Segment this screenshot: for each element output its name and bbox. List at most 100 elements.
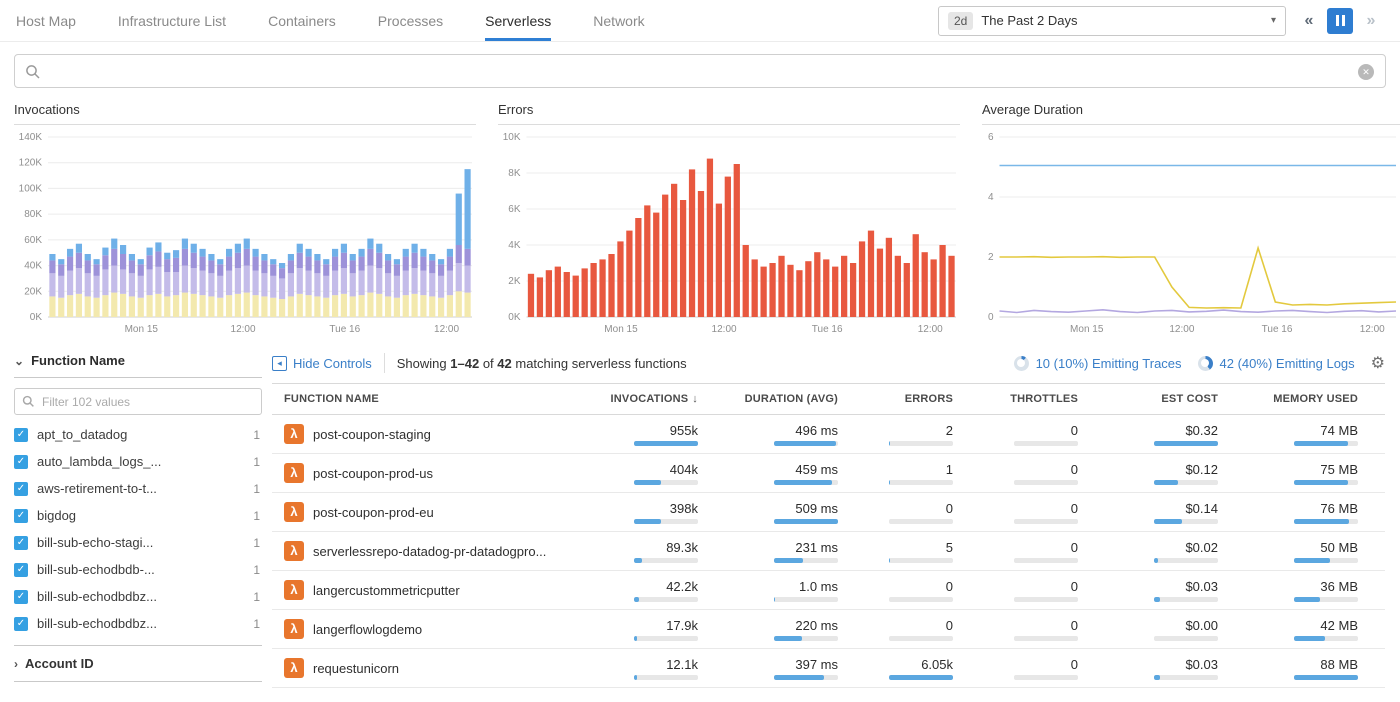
function-name-text: langercustommetricputter xyxy=(313,582,460,598)
facet-value-item[interactable]: ✓ apt_to_datadog 1 xyxy=(14,421,262,448)
facet-value-label: bill-sub-echodbdbz... xyxy=(37,589,157,604)
memory-cell: 88 MB xyxy=(1232,657,1372,680)
column-header[interactable]: DURATION (AVG) xyxy=(744,393,838,405)
time-range-badge: 2d xyxy=(948,11,974,30)
function-name-cell[interactable]: λ serverlessrepo-datadog-pr-datadogpro... xyxy=(272,541,572,561)
controls-right: 10 (10%) Emitting Traces 42 (40%) Emitti… xyxy=(1013,353,1385,373)
facet-value-item[interactable]: ✓ bill-sub-echodbdbz... 1 xyxy=(14,610,262,637)
emitting-logs-link[interactable]: 42 (40%) Emitting Logs xyxy=(1197,355,1355,371)
checkbox-checked-icon[interactable]: ✓ xyxy=(14,589,28,604)
errors-chart-plot[interactable]: 0K 2K 4K 6K 8K 10K Mon 15 12:00 Tue 16 12:00 xyxy=(498,125,960,337)
tab-network[interactable]: Network xyxy=(593,12,645,29)
function-name-cell[interactable]: λ post-coupon-prod-us xyxy=(272,463,572,483)
facet-title: Account ID xyxy=(25,656,94,671)
hide-controls-button[interactable]: ◂ Hide Controls xyxy=(272,355,372,371)
svg-text:12:00: 12:00 xyxy=(712,324,737,335)
invocations-chart-plot[interactable]: 0K 20K 40K 60K 80K 100K 120K 140K Mon 15 12:00 Tue… xyxy=(14,125,476,337)
throttles-cell: 0 xyxy=(967,579,1092,602)
invocations-value: 955k xyxy=(669,422,698,438)
throttles-value: 0 xyxy=(1070,500,1078,516)
clear-search-icon[interactable]: ✕ xyxy=(1358,64,1374,80)
errors-value: 1 xyxy=(945,461,953,477)
cost-cell: $0.12 xyxy=(1092,462,1232,485)
table-row[interactable]: λ requestunicorn 12.1k 397 ms 6.05k 0 $0.03 88 … xyxy=(272,649,1385,688)
search-input[interactable] xyxy=(51,63,1349,79)
function-name-cell[interactable]: λ langercustommetricputter xyxy=(272,580,572,600)
facet-value-item[interactable]: ✓ bill-sub-echodbdbz... 1 xyxy=(14,583,262,610)
svg-text:2K: 2K xyxy=(508,276,521,287)
column-header[interactable]: FUNCTION NAME xyxy=(284,393,379,405)
filter-input[interactable] xyxy=(14,388,262,415)
facet-value-item[interactable]: ✓ aws-retirement-to-t... 1 xyxy=(14,475,262,502)
forward-button[interactable]: » xyxy=(1358,8,1384,34)
duration-value: 397 ms xyxy=(795,656,838,672)
tab-infrastructure-list[interactable]: Infrastructure List xyxy=(117,12,227,29)
tab-processes[interactable]: Processes xyxy=(377,12,444,29)
errors-value: 0 xyxy=(945,500,953,516)
average-duration-chart-plot[interactable]: 0 2 4 6 Mon 15 12:00 Tue 16 12:00 xyxy=(982,125,1400,337)
column-header[interactable]: EST COST xyxy=(1161,393,1218,405)
duration-value: 459 ms xyxy=(795,461,838,477)
facet-filter xyxy=(14,388,262,415)
metric-bar xyxy=(889,518,953,524)
svg-text:6: 6 xyxy=(988,132,994,143)
table-row[interactable]: λ post-coupon-prod-eu 398k 509 ms 0 0 $0.14 76 … xyxy=(272,493,1385,532)
lambda-icon: λ xyxy=(284,541,304,561)
memory-cell: 74 MB xyxy=(1232,423,1372,446)
lambda-icon: λ xyxy=(284,463,304,483)
tab-host-map[interactable]: Host Map xyxy=(16,12,76,29)
table-row[interactable]: λ post-coupon-prod-us 404k 459 ms 1 0 $0.12 75 … xyxy=(272,454,1385,493)
table-row[interactable]: λ langercustommetricputter 42.2k 1.0 ms 0 0 $0… xyxy=(272,571,1385,610)
checkbox-checked-icon[interactable]: ✓ xyxy=(14,508,28,523)
checkbox-checked-icon[interactable]: ✓ xyxy=(14,535,28,550)
tab-serverless[interactable]: Serverless xyxy=(485,0,552,41)
checkbox-checked-icon[interactable]: ✓ xyxy=(14,427,28,442)
facet-value-label: bigdog xyxy=(37,508,77,523)
function-name-cell[interactable]: λ post-coupon-staging xyxy=(272,424,572,444)
facet-value-item[interactable]: ✓ bigdog 1 xyxy=(14,502,262,529)
time-range-label: The Past 2 Days xyxy=(981,13,1078,28)
rewind-button[interactable]: « xyxy=(1296,8,1322,34)
cost-value: $0.14 xyxy=(1185,500,1218,516)
column-header[interactable]: ERRORS xyxy=(904,393,953,405)
column-header[interactable]: MEMORY USED xyxy=(1273,393,1358,405)
cost-cell: $0.32 xyxy=(1092,423,1232,446)
facet-value-item[interactable]: ✓ bill-sub-echodbdb-... 1 xyxy=(14,556,262,583)
function-name-facet-header[interactable]: ⌄ Function Name xyxy=(14,343,262,378)
column-header[interactable]: INVOCATIONS ↓ xyxy=(610,393,698,405)
checkbox-checked-icon[interactable]: ✓ xyxy=(14,616,28,631)
checkbox-checked-icon[interactable]: ✓ xyxy=(14,481,28,496)
metric-bar xyxy=(1154,479,1218,485)
pause-button[interactable] xyxy=(1327,7,1353,34)
metric-bar xyxy=(634,596,698,602)
account-id-facet-header[interactable]: › Account ID xyxy=(14,645,262,682)
metric-bar xyxy=(889,635,953,641)
table-row[interactable]: λ langerflowlogdemo 17.9k 220 ms 0 0 $0.00 42 M… xyxy=(272,610,1385,649)
function-name-cell[interactable]: λ post-coupon-prod-eu xyxy=(272,502,572,522)
gear-icon[interactable]: ⚙ xyxy=(1370,355,1385,372)
function-name-cell[interactable]: λ requestunicorn xyxy=(272,658,572,678)
checkbox-checked-icon[interactable]: ✓ xyxy=(14,454,28,469)
svg-text:40K: 40K xyxy=(24,261,42,272)
cost-value: $0.02 xyxy=(1185,539,1218,555)
svg-text:20K: 20K xyxy=(24,286,42,297)
throttles-cell: 0 xyxy=(967,423,1092,446)
svg-text:12:00: 12:00 xyxy=(918,324,943,335)
tab-containers[interactable]: Containers xyxy=(268,12,336,29)
metric-bar xyxy=(634,557,698,563)
column-header[interactable]: THROTTLES xyxy=(1010,393,1078,405)
checkbox-checked-icon[interactable]: ✓ xyxy=(14,562,28,577)
emitting-traces-link[interactable]: 10 (10%) Emitting Traces xyxy=(1013,355,1182,371)
time-range-picker[interactable]: 2d The Past 2 Days ▾ xyxy=(938,5,1286,36)
function-name-text: post-coupon-prod-eu xyxy=(313,504,434,520)
facet-value-item[interactable]: ✓ auto_lambda_logs_... 1 xyxy=(14,448,262,475)
facet-sidebar: ⌄ Function Name ✓ apt_to_datadog 1 ✓ auto_la… xyxy=(0,343,272,688)
table-row[interactable]: λ post-coupon-staging 955k 496 ms 2 0 $0.32 74 … xyxy=(272,415,1385,454)
function-name-cell[interactable]: λ langerflowlogdemo xyxy=(272,619,572,639)
invocations-value: 398k xyxy=(669,500,698,516)
traces-donut-icon xyxy=(1013,355,1029,371)
table-row[interactable]: λ serverlessrepo-datadog-pr-datadogpro...… xyxy=(272,532,1385,571)
facet-value-item[interactable]: ✓ bill-sub-echo-stagi... 1 xyxy=(14,529,262,556)
errors-value: 2 xyxy=(945,422,953,438)
svg-text:12:00: 12:00 xyxy=(231,324,256,335)
